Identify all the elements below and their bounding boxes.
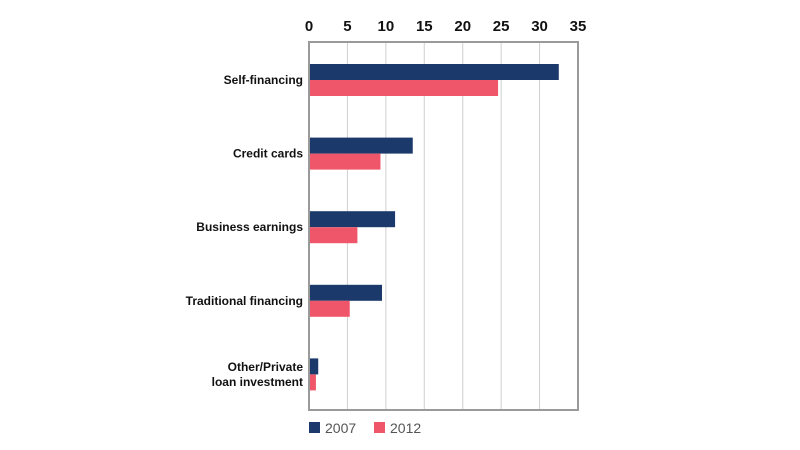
category-labels: Self-financing Credit cards Business earni… [186,73,304,389]
category-label: Credit cards [233,147,303,161]
category-label: Other/Private [228,360,304,374]
legend: 2007 2012 [309,420,421,436]
x-tick-label: 0 [305,18,313,35]
x-axis-tick-labels: 0 5 10 15 20 25 30 35 [305,18,587,35]
category-label: Traditional financing [186,294,303,308]
bar-2007-1 [309,137,413,154]
grid-lines [346,42,541,410]
legend-label-2007: 2007 [325,420,356,436]
category-label: loan investment [212,375,303,389]
legend-label-2012: 2012 [390,420,421,436]
category-label: Business earnings [196,220,303,234]
x-tick-label: 35 [570,18,587,35]
bar-2012-4 [309,374,316,391]
x-tick-label: 5 [343,18,351,35]
bar-2012-2 [309,227,358,244]
bar-2012-3 [309,300,350,317]
x-tick-label: 15 [416,18,433,35]
x-tick-label: 30 [531,18,548,35]
bar-2007-4 [309,358,319,375]
bar-2007-2 [309,211,396,228]
bar-2012-0 [309,80,499,96]
bars [309,64,559,391]
bar-2007-3 [309,284,383,301]
x-tick-label: 20 [454,18,471,35]
x-tick-label: 10 [378,18,395,35]
legend-swatch-2007 [309,422,320,433]
bar-2012-1 [309,153,381,170]
category-label: Self-financing [224,73,303,87]
bar-2007-0 [309,64,559,80]
legend-swatch-2012 [374,422,385,433]
plot-frame [308,41,579,411]
x-tick-label: 25 [493,18,510,35]
